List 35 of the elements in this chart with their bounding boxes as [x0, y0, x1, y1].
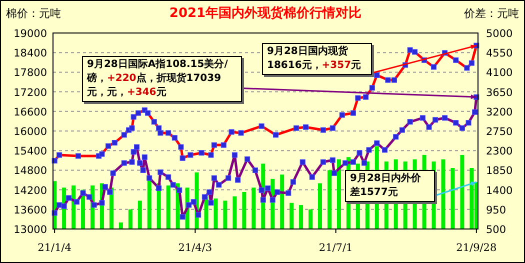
- y-tick-label: 17800: [14, 67, 47, 80]
- y-tick-label: 18400: [14, 48, 47, 60]
- y2-tick-label: 2750: [486, 126, 513, 138]
- y-tick-label: 16600: [14, 106, 47, 118]
- y-axis-title: 棉价：元吨: [6, 7, 61, 20]
- y-tick-label: 13000: [14, 224, 47, 236]
- annotation: 9月28日国内现货18616元，+357元: [262, 43, 372, 75]
- x-tick-label: 21/1/4: [38, 242, 72, 254]
- annotation: 9月28日内外价差1577元: [350, 173, 421, 198]
- y2-tick-label: 4550: [486, 48, 513, 60]
- y-tick-label: 15400: [14, 146, 47, 158]
- x-tick-label: 21/4/3: [178, 242, 212, 254]
- y-tick-label: 14200: [14, 184, 47, 197]
- chart-title: 2021年国内外现货棉价行情对比: [169, 5, 362, 21]
- y-tick-label: 17200: [14, 86, 47, 99]
- y-tick-label: 16000: [14, 126, 47, 138]
- y2-tick-label: 1850: [486, 165, 513, 178]
- y-tick-label: 13600: [14, 204, 47, 216]
- y-tick-label: 14800: [14, 165, 47, 178]
- y2-tick-label: 2300: [486, 146, 513, 158]
- y2-tick-label: 1400: [486, 184, 513, 197]
- y2-tick-label: 3200: [486, 106, 513, 118]
- annotation: 9月28日国内现货18616元，+357元: [267, 46, 362, 71]
- annotation: 9月28日国际A指108.15美分/磅，+220点，折现货17039元，元，+346元: [82, 56, 242, 102]
- x-tick-label: 21/7/1: [318, 242, 353, 254]
- y2-tick-label: 5000: [486, 28, 513, 40]
- y2-tick-label: 950: [486, 204, 506, 216]
- y-tick-label: 19000: [14, 28, 47, 40]
- y2-tick-label: 4100: [486, 67, 513, 80]
- y2-tick-label: 3650: [486, 86, 513, 99]
- annotation: 9月28日内外价差1577元: [345, 170, 435, 202]
- annotation: 9月28日国际A指108.15美分/磅，+220点，折现货17039元，元，+346元: [87, 59, 228, 98]
- y2-tick-label: 500: [486, 224, 506, 236]
- y2-axis-title: 价差：元吨: [463, 7, 519, 20]
- x-tick-label: 21/9/28: [456, 242, 497, 254]
